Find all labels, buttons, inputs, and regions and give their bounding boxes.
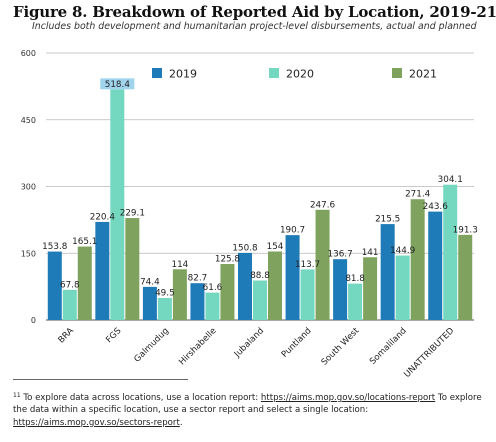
bar-2019-hirshabelle [190,283,205,320]
data-label-2021-8: 191.3 [453,225,478,235]
bar-2021-galmudug [172,269,187,320]
bar-2021-hirshabelle [220,264,235,320]
footnote-text-3: . [179,417,183,428]
figure-title: Figure 8. Breakdown of Reported Aid by L… [13,2,496,21]
data-label-2019-5: 190.7 [280,226,305,236]
bar-2020-fgs [110,89,125,320]
bar-2019-bra [47,251,62,320]
bar-2021-jubaland [268,251,282,320]
bar-2020-hirshabelle [205,292,220,320]
data-label-2019-0: 153.8 [42,242,67,252]
bar-2019-galmudug [142,286,157,320]
bar-2019-fgs [95,221,110,320]
x-category-label-2: Galmudug [132,326,171,365]
x-category-label-0: BRA [57,326,76,345]
legend-swatch-2020 [269,68,279,78]
data-label-2021-7: 271.4 [405,190,431,200]
x-category-label-1: FGS [104,326,123,345]
data-label-2021-5: 247.6 [310,200,336,210]
bar-2021-south-west [363,257,378,320]
footnote: 11 To explore data across locations, use… [13,390,483,429]
data-label-2020-7: 144.9 [390,246,415,256]
bar-2019-jubaland [238,252,252,320]
y-tick-label-0: 0 [31,316,36,325]
location-report-link[interactable]: https://aims.mop.gov.so/locations-report [260,393,436,403]
data-label-2020-0: 67.8 [60,280,80,290]
bar-2019-unattributed [428,211,443,320]
data-label-2019-3: 82.7 [188,274,208,284]
bar-2020-galmudug [157,297,172,320]
data-label-2021-6: 141 [362,248,379,258]
bar-2020-south-west [348,283,363,320]
data-label-2019-2: 74.4 [140,277,160,287]
y-tick-label-3: 450 [21,116,36,125]
legend-label-2021: 2021 [409,68,437,81]
legend-swatch-2021 [392,68,402,78]
bar-2021-puntland [315,209,330,320]
footnote-divider [13,379,188,380]
footnote-text-2: To explore the data within a specific lo… [13,393,482,416]
bar-2020-unattributed [443,184,458,320]
data-label-2020-5: 113.7 [295,260,320,270]
bar-2019-somaliland [380,224,395,320]
bar-2021-bra [77,246,92,320]
data-label-2020-3: 61.6 [203,283,223,293]
bar-2020-jubaland [253,280,267,320]
data-label-highlight [100,78,135,90]
bar-2021-unattributed [458,234,473,320]
bar-2019-south-west [333,259,348,320]
bar-2020-bra [62,289,77,320]
y-tick-label-1: 150 [21,249,36,258]
data-label-2019-1: 220.4 [90,212,116,222]
bar-2021-somaliland [410,199,425,320]
data-label-2020-8: 304.1 [438,175,463,185]
bar-2020-somaliland [395,255,410,320]
bar-chart: 0 150 300 450 600 153.8 220.4 74.4 82.7 150.8 190.… [21,49,478,380]
x-category-label-5: Puntland [280,326,314,360]
data-label-2020-1: 518.4 [105,80,131,90]
data-label-2021-2: 114 [171,260,188,270]
legend-label-2019: 2019 [169,68,197,81]
data-label-2021-0: 165.1 [72,237,97,247]
legend-label-2020: 2020 [286,68,314,81]
x-category-label-6: South West [320,326,362,368]
legend-swatch-2019 [152,68,162,78]
data-label-2021-4: 154 [267,242,284,252]
data-label-2019-6: 136.7 [328,250,353,260]
data-label-2021-3: 125.8 [215,255,240,265]
x-category-label-4: Jubaland [232,326,266,360]
x-category-label-3: Hirshabelle [177,326,218,367]
data-label-2019-8: 243.6 [423,202,449,212]
sector-report-link[interactable]: https://aims.mop.gov.so/sectors-report [13,417,180,428]
bar-2019-puntland [285,235,300,320]
x-category-label-7: Somaliland [368,326,409,367]
x-category-label-8: UNATTRIBUTED [402,326,456,380]
y-tick-label-4: 600 [21,49,36,58]
data-label-2019-4: 150.8 [232,243,257,253]
footnote-text-1: To explore data across locations, use a … [23,393,259,403]
bar-2020-puntland [300,269,315,320]
data-label-2019-7: 215.5 [375,215,400,225]
bar-2021-fgs [125,218,140,320]
footnote-number: 11 [13,392,21,399]
data-label-2020-2: 49.5 [155,288,175,298]
data-label-2020-4: 88.8 [250,271,270,281]
y-tick-label-2: 300 [21,183,36,192]
figure-title-text: Figure 8. Breakdown of Reported Aid by L… [13,3,496,21]
figure-subtitle: Includes both development and humanitari… [32,21,477,32]
data-label-2021-1: 229.1 [120,209,145,219]
data-label-2020-6: 81.8 [345,274,365,284]
